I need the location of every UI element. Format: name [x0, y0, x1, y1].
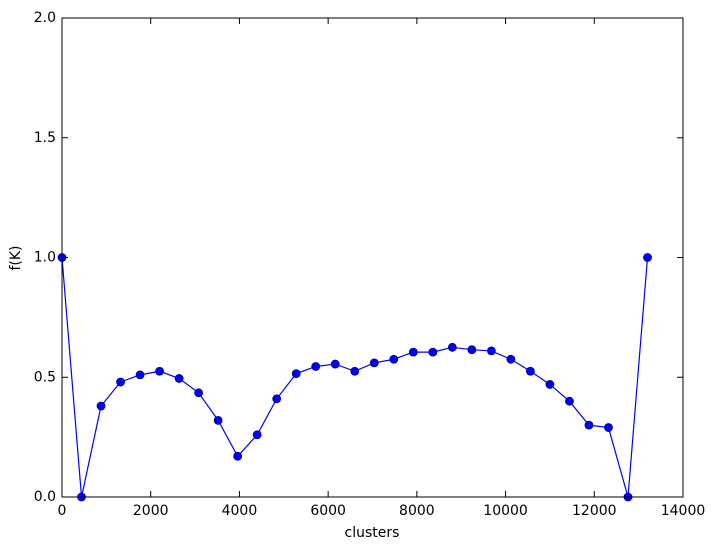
- marker: [408, 347, 418, 357]
- x-tick-label: 14000: [661, 503, 706, 519]
- marker: [643, 253, 652, 262]
- marker: [272, 394, 282, 404]
- marker: [194, 388, 204, 398]
- line: [61, 257, 649, 498]
- y-axis-label: f(K): [8, 245, 24, 270]
- marker: [252, 430, 262, 440]
- x-tick-label: 2000: [133, 503, 169, 519]
- marker: [369, 358, 379, 368]
- marker: [447, 342, 457, 352]
- marker: [389, 354, 399, 364]
- plot-frame: [61, 17, 684, 498]
- marker: [545, 380, 555, 389]
- y-tick-label: 2.0: [34, 10, 56, 26]
- marker: [486, 346, 496, 356]
- x-tick-label: 8000: [399, 503, 435, 519]
- marker: [526, 366, 535, 376]
- x-tick-label: 6000: [310, 503, 346, 519]
- marker: [467, 345, 477, 355]
- marker: [584, 420, 594, 430]
- marker: [213, 415, 223, 425]
- marker: [135, 370, 145, 380]
- x-tick-label: 10000: [483, 503, 528, 519]
- marker: [116, 377, 125, 387]
- marker: [96, 401, 106, 411]
- marker: [174, 374, 184, 383]
- x-tick-label: 0: [58, 503, 67, 519]
- marker: [291, 369, 301, 379]
- x-axis-label: clusters: [345, 525, 400, 541]
- marker: [350, 366, 360, 376]
- x-tick-label: 4000: [222, 503, 258, 519]
- x-tick-label: 12000: [572, 503, 617, 519]
- marker: [506, 354, 516, 364]
- y-tick-label: 0.0: [34, 489, 56, 505]
- marker: [428, 347, 438, 357]
- y-tick-label: 1.0: [34, 250, 56, 266]
- y-tick-label: 0.5: [34, 369, 56, 385]
- marker: [330, 359, 340, 369]
- marker: [233, 451, 243, 461]
- marker: [604, 423, 613, 432]
- marker: [155, 366, 164, 376]
- marker: [311, 362, 321, 371]
- marker: [565, 396, 574, 406]
- y-tick-label: 1.5: [34, 130, 56, 146]
